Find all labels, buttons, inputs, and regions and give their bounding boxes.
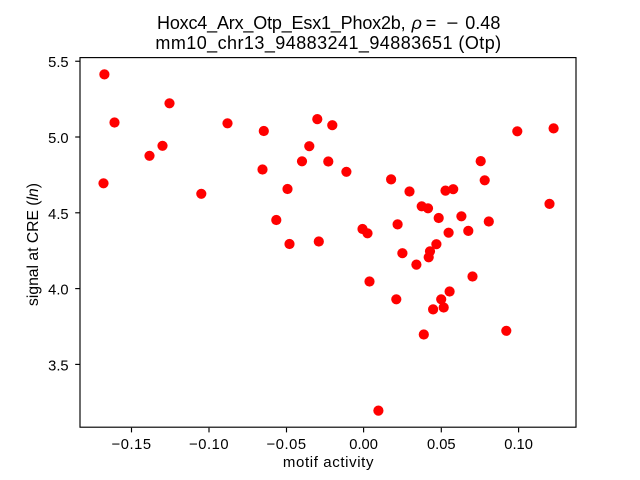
svg-text:motif activity: motif activity <box>283 454 374 471</box>
svg-text:−0.15: −0.15 <box>111 437 151 453</box>
svg-text:4.0: 4.0 <box>48 283 68 299</box>
svg-text:−0.05: −0.05 <box>266 437 306 453</box>
svg-text:5.0: 5.0 <box>48 131 68 147</box>
svg-text:mm10_chr13_94883241_94883651 (: mm10_chr13_94883241_94883651 (Otp) <box>155 33 501 54</box>
svg-text:5.5: 5.5 <box>48 55 68 71</box>
svg-text:0.10: 0.10 <box>504 437 533 453</box>
svg-text:signal at CRE (ln): signal at CRE (ln) <box>25 183 42 306</box>
svg-text:4.5: 4.5 <box>48 207 68 223</box>
svg-text:0.05: 0.05 <box>427 437 456 453</box>
svg-text:0.00: 0.00 <box>349 437 378 453</box>
svg-text:3.5: 3.5 <box>48 358 68 374</box>
svg-text:−0.10: −0.10 <box>189 437 229 453</box>
svg-text:Hoxc4_Arx_Otp_Esx1_Phox2b,ρ=−0: Hoxc4_Arx_Otp_Esx1_Phox2b, ρ = −0.48 <box>157 13 500 34</box>
